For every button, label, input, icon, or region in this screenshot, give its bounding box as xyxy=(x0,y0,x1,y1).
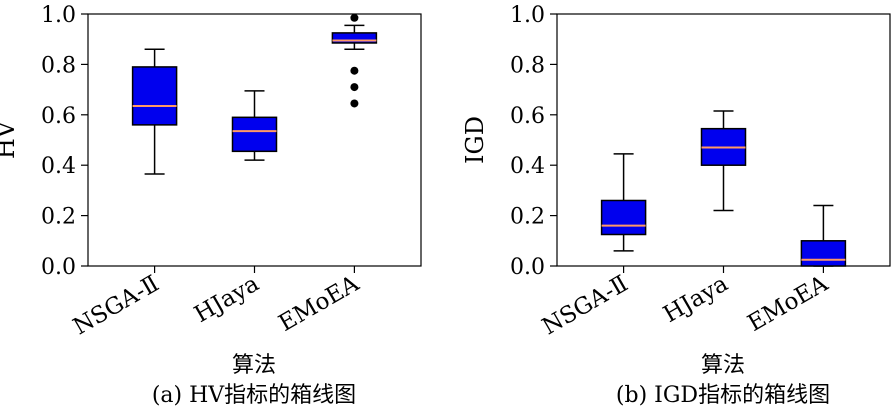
igd-boxplot-panel: 0.00.20.40.60.81.0 NSGA-Ⅱ HJaya EMoEA IGD … xyxy=(461,3,891,408)
hv-boxes xyxy=(131,13,378,175)
hv-box-3-outlier xyxy=(350,99,359,108)
hv-x-axis-label: 算法 xyxy=(232,353,276,378)
hv-box-3-outlier xyxy=(350,83,359,92)
hv-box-3-iqr xyxy=(331,32,378,44)
hv-boxplot-panel: 0.0 0.2 0.4 0.6 0.8 1.0 NSGA-Ⅱ HJaya EMoEA HV 算… xyxy=(0,3,422,408)
igd-y-tick-label: 0.0 xyxy=(510,255,545,280)
igd-boxes xyxy=(600,110,847,267)
hv-y-tick-label: 0.2 xyxy=(41,205,76,230)
hv-y-tick-label: 0.0 xyxy=(41,255,76,280)
hv-box-1-iqr xyxy=(131,66,178,126)
igd-y-tick-label: 0.4 xyxy=(510,154,545,179)
igd-x-tick-label: HJaya xyxy=(659,271,733,329)
hv-y-tick-label: 0.8 xyxy=(41,53,76,78)
igd-x-tick-label: EMoEA xyxy=(744,270,833,337)
igd-y-axis-label: IGD xyxy=(461,116,489,164)
igd-y-tick-label: 1.0 xyxy=(510,3,545,28)
igd-y-tick-label: 0.8 xyxy=(510,53,545,78)
hv-x-tick-label: HJaya xyxy=(190,271,264,329)
hv-box-3-outlier xyxy=(350,66,359,75)
hv-box-2-iqr xyxy=(231,116,278,153)
igd-x-tick-label: NSGA-Ⅱ xyxy=(538,271,633,341)
hv-x-tick-label: EMoEA xyxy=(275,270,364,337)
hv-x-tick-label: NSGA-Ⅱ xyxy=(69,271,164,341)
igd-x-axis-label: 算法 xyxy=(701,353,745,378)
igd-y-tick-label: 0.6 xyxy=(510,104,545,129)
hv-y-ticks: 0.0 0.2 0.4 0.6 0.8 1.0 xyxy=(41,3,88,280)
hv-y-tick-label: 1.0 xyxy=(41,3,76,28)
igd-caption: (b) IGD指标的箱线图 xyxy=(616,383,830,408)
hv-y-tick-label: 0.6 xyxy=(41,104,76,129)
igd-box-3-iqr xyxy=(800,240,847,267)
hv-y-axis-label: HV xyxy=(0,120,20,159)
hv-x-ticks: NSGA-Ⅱ HJaya EMoEA xyxy=(69,266,364,340)
igd-y-tick-label: 0.2 xyxy=(510,205,545,230)
igd-box-1-iqr xyxy=(600,199,647,236)
igd-y-ticks: 0.0 0.2 0.4 0.6 0.8 1.0 xyxy=(510,3,557,280)
hv-box-3-outlier xyxy=(350,13,359,22)
hv-y-tick-label: 0.4 xyxy=(41,154,76,179)
hv-caption: (a) HV指标的箱线图 xyxy=(152,383,356,408)
igd-x-ticks: NSGA-Ⅱ HJaya EMoEA xyxy=(538,266,833,340)
